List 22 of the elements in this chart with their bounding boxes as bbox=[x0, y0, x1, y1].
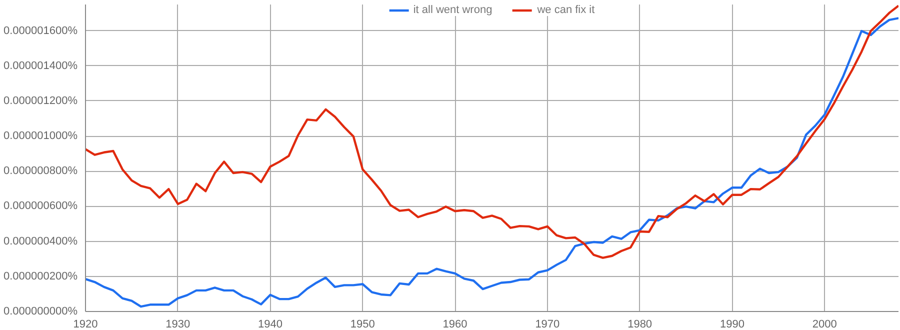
x-tick-label: 1950 bbox=[350, 318, 375, 330]
x-tick-label: 1960 bbox=[442, 318, 468, 330]
x-tick-label: 1930 bbox=[166, 318, 190, 330]
x-tick-label: 1980 bbox=[628, 318, 652, 330]
y-tick-label: 0.000000600% bbox=[3, 200, 78, 212]
x-tick-label: 1920 bbox=[73, 318, 98, 330]
line-series bbox=[86, 4, 898, 259]
y-tick-label: 0.000001600% bbox=[3, 24, 78, 37]
line-series bbox=[86, 17, 898, 308]
x-tick-label: 1990 bbox=[720, 318, 744, 330]
y-tick-label: 0.000000000% bbox=[3, 306, 78, 318]
legend-label: it all went wrong bbox=[413, 4, 492, 16]
y-tick-label: 0.000001000% bbox=[3, 130, 78, 142]
x-tick-label: 1940 bbox=[258, 318, 283, 330]
y-tick-label: 0.000000200% bbox=[3, 270, 78, 282]
legend-label: we can fix it bbox=[537, 4, 595, 16]
y-tick-label: 0.000000400% bbox=[3, 235, 78, 248]
y-tick-label: 0.000001200% bbox=[3, 94, 78, 107]
y-tick-label: 0.000001400% bbox=[3, 60, 78, 72]
y-tick-label: 0.000000800% bbox=[3, 165, 78, 178]
x-tick-label: 1970 bbox=[535, 318, 560, 330]
x-tick-label: 2000 bbox=[812, 318, 837, 330]
